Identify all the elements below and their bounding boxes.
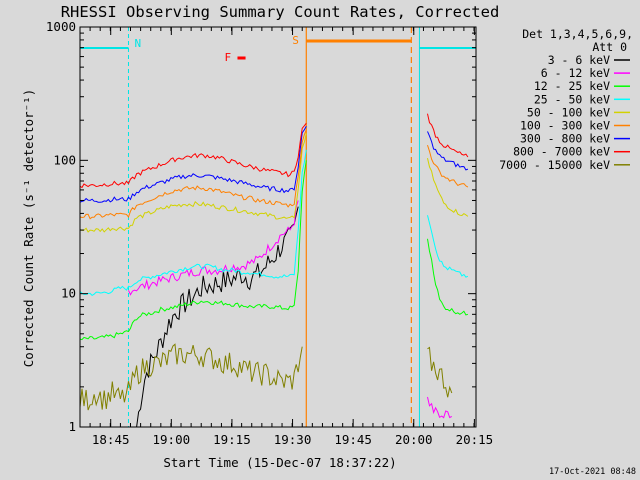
series-line-post-saa — [427, 396, 453, 419]
flare-label: F — [224, 51, 231, 64]
plot-frame — [79, 26, 477, 428]
legend-entry-label: 25 - 50 keV — [534, 92, 610, 106]
series-line — [79, 160, 307, 341]
x-tick-label: 20:15 — [456, 432, 494, 447]
legend-entry-label: 50 - 100 keV — [527, 105, 610, 119]
y-tick-label: 1 — [68, 419, 76, 434]
corner-stamp: 17-Oct-2021 08:48 — [549, 467, 636, 477]
legend-entry-label: 300 - 800 keV — [520, 132, 610, 146]
axes: 1 10 100 1000 18:45 19:00 19:15 19:30 19:45 20:00… — [46, 19, 493, 447]
series-line — [79, 129, 307, 220]
x-tick-label: 20:00 — [395, 432, 433, 447]
series-line — [79, 122, 307, 189]
legend-entry-label: 100 - 300 keV — [520, 119, 610, 133]
series-line — [79, 126, 307, 203]
series-line-post-saa — [427, 346, 453, 398]
series-line — [79, 343, 303, 411]
plot-area — [80, 27, 476, 427]
series-line-post-saa — [427, 238, 469, 316]
series-line-post-saa — [427, 215, 469, 278]
saa-label: S — [292, 34, 299, 47]
x-tick-label: 19:00 — [153, 432, 191, 447]
y-tick-label: 1000 — [46, 19, 76, 34]
x-tick-label: 19:45 — [334, 432, 372, 447]
plot-background — [80, 27, 476, 427]
legend-header-detectors: Det 1,3,4,5,6,9, — [522, 27, 633, 41]
x-tick-label: 19:15 — [213, 432, 251, 447]
legend-entry-label: 3 - 6 keV — [548, 53, 610, 67]
series-line — [128, 200, 299, 296]
series-layer — [79, 113, 469, 428]
series-line-post-saa — [427, 144, 469, 188]
legend-entry-label: 7000 - 15000 keV — [499, 158, 610, 172]
chart-title: RHESSI Observing Summary Count Rates, Co… — [61, 3, 500, 21]
legend-entry-label: 12 - 25 keV — [534, 79, 610, 93]
legend-header-attenuator: Att 0 — [592, 40, 627, 54]
x-tick-label: 18:45 — [92, 432, 130, 447]
series-line-post-saa — [427, 131, 469, 171]
night-label: N — [134, 37, 141, 50]
series-line — [79, 132, 307, 233]
series-line — [79, 149, 307, 297]
y-tick-label: 10 — [61, 286, 76, 301]
series-line-post-saa — [427, 113, 469, 158]
y-tick-label: 100 — [53, 152, 76, 167]
x-tick-label: 19:30 — [274, 432, 312, 447]
series-line — [136, 206, 299, 428]
series-line-post-saa — [427, 157, 469, 217]
legend-entry-label: 6 - 12 keV — [541, 66, 610, 80]
y-axis-label: Corrected Count Rate (s⁻¹ detector⁻¹) — [21, 89, 36, 367]
x-axis-label: Start Time (15-Dec-07 18:37:22) — [163, 455, 396, 470]
legend-entry-label: 800 - 7000 keV — [513, 145, 610, 159]
